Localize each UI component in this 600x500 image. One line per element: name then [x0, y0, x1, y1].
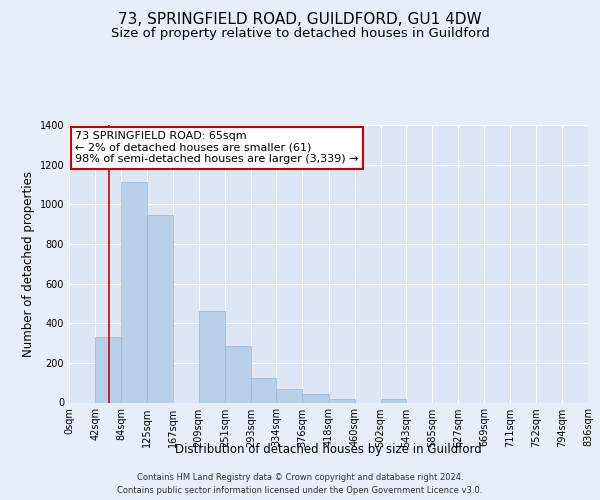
Bar: [302, 394, 329, 402]
Bar: [146, 215, 173, 402]
Text: 73, SPRINGFIELD ROAD, GUILDFORD, GU1 4DW: 73, SPRINGFIELD ROAD, GUILDFORD, GU1 4DW: [118, 12, 482, 28]
Text: Contains HM Land Registry data © Crown copyright and database right 2024.: Contains HM Land Registry data © Crown c…: [137, 472, 463, 482]
Bar: [121, 182, 146, 402]
Bar: [329, 399, 355, 402]
Text: Contains public sector information licensed under the Open Government Licence v3: Contains public sector information licen…: [118, 486, 482, 495]
Bar: [225, 346, 251, 403]
Bar: [277, 389, 302, 402]
Bar: [95, 338, 121, 402]
Bar: [380, 398, 406, 402]
Bar: [251, 378, 277, 402]
Y-axis label: Number of detached properties: Number of detached properties: [22, 171, 35, 357]
Text: Distribution of detached houses by size in Guildford: Distribution of detached houses by size …: [175, 442, 482, 456]
Text: Size of property relative to detached houses in Guildford: Size of property relative to detached ho…: [110, 28, 490, 40]
Bar: [199, 311, 225, 402]
Text: 73 SPRINGFIELD ROAD: 65sqm
← 2% of detached houses are smaller (61)
98% of semi-: 73 SPRINGFIELD ROAD: 65sqm ← 2% of detac…: [75, 131, 359, 164]
